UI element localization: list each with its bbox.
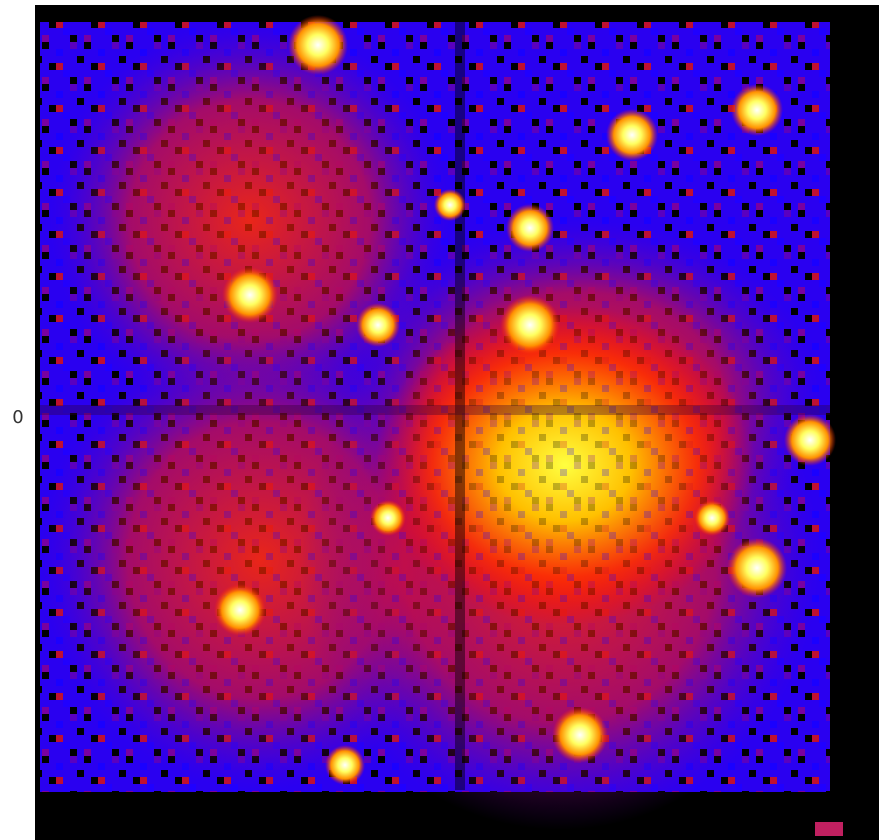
edge-feature xyxy=(815,822,843,836)
source xyxy=(784,414,836,466)
source xyxy=(506,204,554,252)
source xyxy=(500,295,560,355)
source xyxy=(694,500,730,536)
source xyxy=(552,707,608,763)
source xyxy=(222,267,278,323)
image-view: 0 xyxy=(0,0,879,840)
source xyxy=(727,538,787,598)
source xyxy=(214,584,266,636)
source xyxy=(288,15,348,75)
dark-row xyxy=(40,405,830,415)
source xyxy=(325,745,365,785)
page: 0 (() => { const data = JSON.parse(docum… xyxy=(0,0,879,840)
source xyxy=(370,500,406,536)
source xyxy=(606,109,658,161)
y-tick-label: 0 xyxy=(12,407,23,428)
source xyxy=(434,189,466,221)
source xyxy=(731,84,783,136)
source xyxy=(356,303,400,347)
